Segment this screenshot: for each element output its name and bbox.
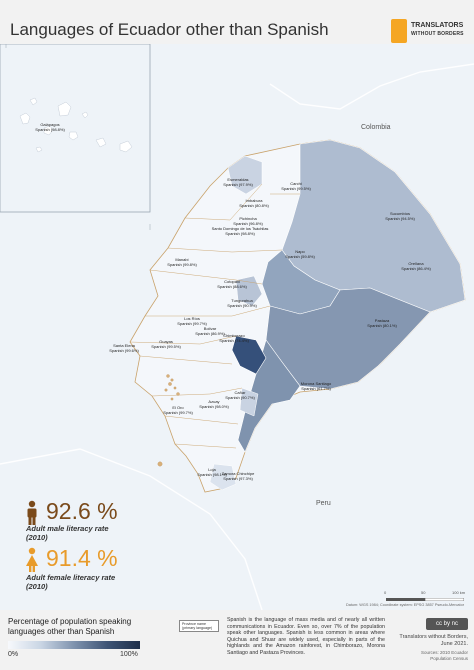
footer-panel	[0, 610, 474, 670]
map-title: Languages of Ecuador other than Spanish	[10, 20, 329, 39]
province-label-guayas: Guayas Spanish (99.5%)	[151, 339, 181, 349]
female-figure-icon	[26, 547, 38, 572]
zamora-region	[209, 463, 237, 491]
map-graticule-marks	[5, 44, 151, 230]
province-borders	[129, 183, 300, 449]
province-label-azuay: Azuay Spanish (98.0%)	[199, 399, 229, 409]
province-label-chimborazo: Chimborazo Spanish (74.4%)	[219, 333, 249, 343]
province-label-orellana: Orellana Spanish (86.4%)	[401, 261, 431, 271]
province-label-pastaza: Pastaza Spanish (80.1%)	[367, 318, 397, 328]
province-label-santo-domingo: Santo Domingo de los Tsáchilas Spanish (9…	[211, 226, 269, 236]
province-label-canar: Cañar Spanish (90.7%)	[225, 390, 255, 400]
map-area: Colombia Peru Galápagos Spanish (98.8%) C…	[0, 44, 474, 610]
chimborazo-highlight	[231, 335, 267, 375]
sources-text: Sources: 2010 Ecuador Population Census	[420, 650, 468, 661]
male-literacy-caption: Adult male literacy rate (2010)	[26, 524, 109, 542]
cc-license-badge: cc by nc	[426, 618, 468, 630]
province-label-cotopaxi: Cotopaxi Spanish (88.6%)	[217, 279, 247, 289]
province-label-el-oro: El Oro Spanish (99.7%)	[163, 405, 193, 415]
map-projection-note: Datum: WGS 1984; Coordinate system: EPSG…	[346, 603, 464, 607]
galapagos-inset-frame	[0, 44, 151, 213]
province-label-zamora-chinchipe: Zamora Chinchipe Spanish (97.3%)	[221, 471, 255, 481]
province-label-galapagos: Galápagos Spanish (98.8%)	[35, 122, 65, 132]
province-label-imbabura: Imbabura Spanish (80.8%)	[239, 198, 269, 208]
legend-min-label: 0%	[8, 651, 19, 658]
male-figure-icon	[27, 500, 37, 525]
coastal-islets	[157, 374, 180, 467]
province-label-esmeraldas: Esmeraldas Spanish (97.9%)	[223, 177, 253, 187]
colombia-label: Colombia	[361, 124, 391, 131]
province-label-pichincha: Pichincha Spanish (96.8%)	[233, 216, 263, 226]
province-label-sucumbios: Sucumbíos Spanish (94.5%)	[385, 211, 415, 221]
logo-line-2: WITHOUT BORDERS	[411, 31, 464, 37]
twb-logo-mark-icon	[391, 19, 407, 43]
province-label-tungurahua: Tungurahua Spanish (90.9%)	[227, 298, 257, 308]
province-label-los-rios: Los Ríos Spanish (99.7%)	[177, 316, 207, 326]
legend-title: Percentage of population speaking languag…	[8, 617, 132, 636]
female-literacy-caption: Adult female literacy rate (2010)	[26, 573, 116, 591]
province-label-morona-santiago: Morona Santiago Spanish (61.7%)	[300, 381, 332, 391]
label-key-box: Province name (primary language)	[179, 620, 219, 632]
legend-max-label: 100%	[120, 651, 138, 658]
scale-tick-0: 0	[384, 590, 387, 595]
scale-tick-100: 100 km	[452, 590, 466, 595]
female-literacy-value: 91.4 %	[46, 545, 118, 571]
female-literacy-stat: 91.4 % Adult female literacy rate (2010)	[24, 545, 154, 593]
header-bar: Languages of Ecuador other than Spanish …	[0, 0, 474, 44]
province-label-napo: Napo Spanish (59.8%)	[285, 249, 315, 259]
province-label-santa-elena: Santa Elena Spanish (99.6%)	[109, 343, 139, 353]
logo-line-1: TRANSLATORS	[411, 22, 464, 29]
province-label-carchi: Carchi Spanish (99.5%)	[281, 181, 311, 191]
canar-region	[239, 387, 259, 417]
male-literacy-stat: 92.6 % Adult male literacy rate (2010)	[24, 498, 154, 542]
footer-description: Spanish is the language of mass media an…	[227, 617, 385, 656]
province-label-manabi: Manabí Spanish (99.8%)	[167, 257, 197, 267]
credit-text: Translators without Borders, June 2021.	[399, 634, 468, 647]
province-label-bolivar: Bolívar Spanish (86.9%)	[195, 326, 225, 336]
twb-logo: TRANSLATORS WITHOUT BORDERS	[391, 19, 469, 43]
scale-tick-50: 50	[421, 590, 426, 595]
cotopaxi-region	[235, 275, 263, 307]
galapagos-islands	[19, 97, 133, 153]
scale-bar	[386, 598, 464, 601]
male-literacy-value: 92.6 %	[46, 498, 118, 524]
legend-color-ramp	[8, 641, 140, 649]
province-label-loja: Loja Spanish (98.1%)	[197, 467, 227, 477]
peru-label: Peru	[316, 500, 331, 507]
ecuador-map	[0, 44, 474, 610]
